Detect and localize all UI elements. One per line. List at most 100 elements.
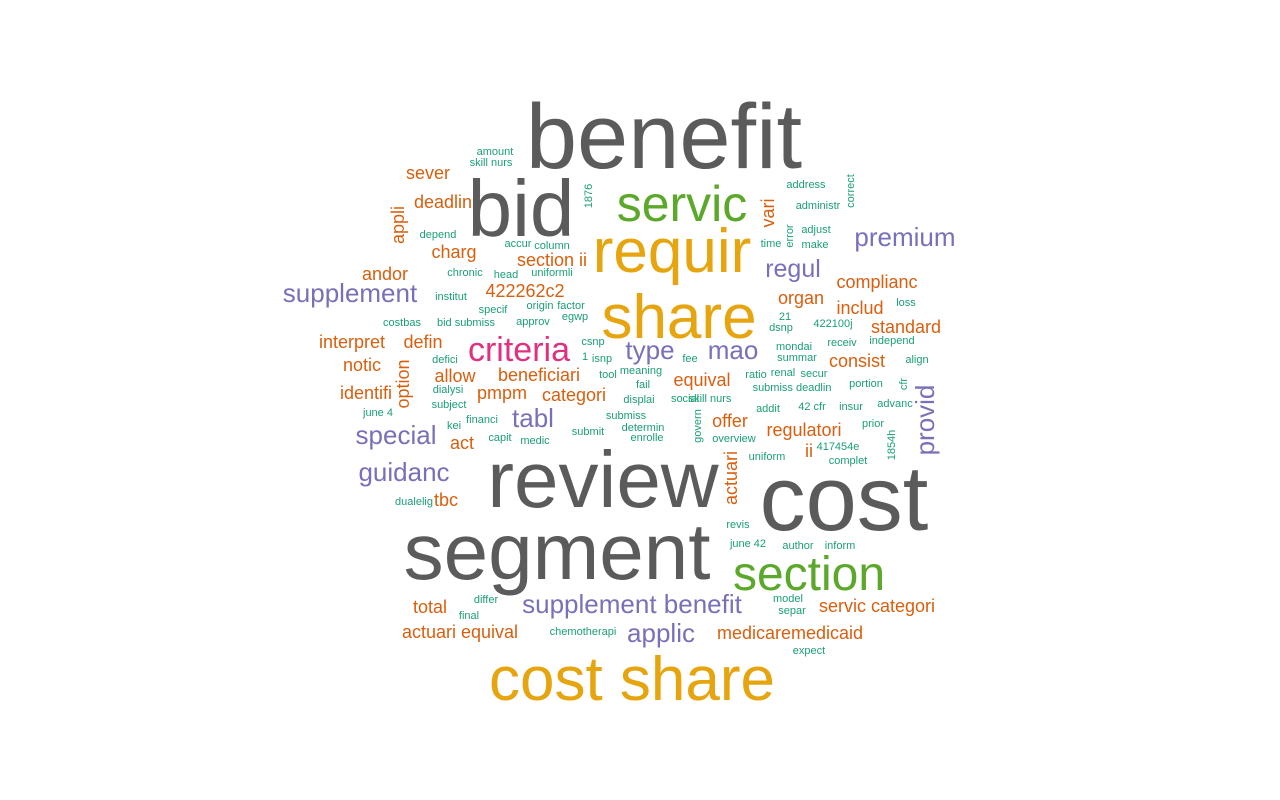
word-act: act (450, 433, 474, 453)
word-summar: summar (777, 352, 817, 364)
word-portion: portion (849, 378, 883, 390)
word-medicaremedicaid: medicaremedicaid (717, 623, 863, 643)
word-tbc: tbc (434, 490, 458, 510)
word-uniform: uniform (749, 451, 786, 463)
word-submit: submit (572, 426, 604, 438)
word-secur: secur (801, 368, 828, 380)
word-deadlin: deadlin (414, 192, 472, 212)
word-section-ii: section ii (517, 250, 587, 270)
word-align: align (905, 354, 928, 366)
word-notic: notic (343, 355, 381, 375)
word-medic: medic (520, 435, 550, 447)
word-insur: insur (839, 401, 863, 413)
word-21: 21 (779, 311, 791, 323)
word-sever: sever (406, 163, 450, 183)
word-review: review (487, 435, 718, 524)
word-submiss: submiss (606, 410, 647, 422)
word-fail: fail (636, 379, 650, 391)
word-applic: applic (627, 618, 695, 648)
word-isnp: isnp (592, 353, 612, 365)
word-separ: separ (778, 605, 806, 617)
word-complianc: complianc (836, 272, 917, 292)
word-cfr: cfr (898, 378, 910, 391)
word-provid: provid (910, 385, 940, 456)
word-1: 1 (582, 351, 588, 363)
word-benefit: benefit (526, 86, 802, 188)
word-bid-submiss: bid submiss (437, 317, 496, 329)
word-1876: 1876 (583, 184, 595, 208)
word-uniformli: uniformli (531, 267, 573, 279)
word-42-cfr: 42 cfr (798, 401, 826, 413)
word-capit: capit (488, 432, 511, 444)
word-bid: bid (468, 164, 575, 253)
word-june-42: june 42 (729, 538, 766, 550)
word-author: author (782, 540, 814, 552)
word-organ: organ (778, 288, 824, 308)
word-servic: servic (617, 176, 748, 232)
word-csnp: csnp (581, 336, 604, 348)
word-dsnp: dsnp (769, 322, 793, 334)
word-charg: charg (431, 242, 476, 262)
word-cost: cost (760, 448, 929, 550)
word-criteria: criteria (468, 331, 570, 369)
word-enrolle: enrolle (630, 432, 663, 444)
word-supplement-benefit: supplement benefit (522, 589, 742, 619)
word-social: social (671, 393, 699, 405)
word-ratio: ratio (745, 369, 766, 381)
word-pmpm: pmpm (477, 383, 527, 403)
word-administr: administr (796, 200, 841, 212)
word-determin: determin (622, 422, 665, 434)
word-june-4: june 4 (362, 407, 393, 419)
word-loss: loss (896, 297, 916, 309)
word-422262c2: 422262c2 (485, 281, 564, 301)
word-requir: requir (593, 217, 752, 286)
word-identifi: identifi (340, 383, 392, 403)
word-cost-share: cost share (489, 645, 775, 714)
word-make: make (802, 239, 829, 251)
word-includ: includ (836, 298, 883, 318)
word-chemotherapi: chemotherapi (550, 626, 617, 638)
word-correct: correct (845, 174, 857, 208)
word-allow: allow (434, 366, 476, 386)
word-column: column (534, 240, 569, 252)
word-expect: expect (793, 645, 825, 657)
word-receiv: receiv (827, 337, 857, 349)
word-factor: factor (557, 300, 585, 312)
word-defin: defin (403, 332, 442, 352)
word-type: type (625, 335, 674, 365)
word-categori: categori (542, 385, 606, 405)
word-vari: vari (758, 198, 778, 227)
word-error: error (784, 224, 796, 248)
word-total: total (413, 597, 447, 617)
word-option: option (393, 359, 413, 408)
word-regul: regul (765, 255, 821, 283)
word-govern: govern (692, 409, 704, 443)
word-section: section (733, 548, 885, 601)
word-appli: appli (388, 206, 408, 244)
word-skill-nurs: skill nurs (470, 157, 513, 169)
word-address: address (786, 179, 826, 191)
word-actuari: actuari (721, 451, 741, 505)
word-institut: institut (435, 291, 467, 303)
word-tool: tool (599, 369, 617, 381)
word-beneficiari: beneficiari (498, 365, 580, 385)
word-overview: overview (712, 433, 755, 445)
word-1854h: 1854h (886, 430, 898, 461)
word-subject: subject (432, 399, 467, 411)
word-chronic: chronic (447, 267, 483, 279)
word-meaning: meaning (620, 365, 662, 377)
word-mao: mao (708, 335, 759, 365)
word-prior: prior (862, 418, 884, 430)
word-special: special (356, 420, 437, 450)
word-mondai: mondai (776, 341, 812, 353)
word-complet: complet (829, 455, 868, 467)
word-consist: consist (829, 351, 885, 371)
word-inform: inform (825, 540, 856, 552)
word-supplement: supplement (283, 278, 418, 308)
word-differ: differ (474, 594, 499, 606)
word-displai: displai (623, 394, 654, 406)
word-ii: ii (805, 441, 813, 461)
word-adjust: adjust (801, 224, 830, 236)
